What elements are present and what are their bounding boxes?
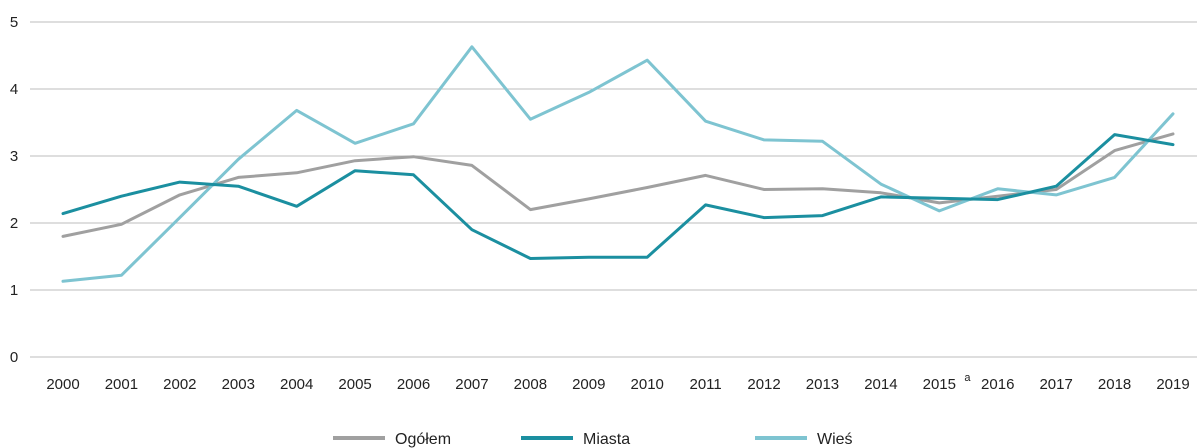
x-tick-label-2013: 2013	[806, 376, 839, 393]
y-tick-label-0: 0	[10, 349, 18, 366]
x-tick-label-2005: 2005	[338, 376, 371, 393]
x-tick-label-2000: 2000	[46, 376, 79, 393]
x-tick-label-2017: 2017	[1039, 376, 1072, 393]
y-tick-label-4: 4	[10, 81, 18, 98]
series-lines	[61, 45, 1175, 283]
x-tick-label-2019: 2019	[1156, 376, 1189, 393]
x-tick-label-2008: 2008	[514, 376, 547, 393]
x-tick-label-2007: 2007	[455, 376, 488, 393]
x-tick-label-2003: 2003	[222, 376, 255, 393]
x-tick-label-2002: 2002	[163, 376, 196, 393]
x-tick-label-2010: 2010	[631, 376, 664, 393]
x-tick-label-2004: 2004	[280, 376, 313, 393]
x-tick-superscript-2015: a	[964, 372, 971, 384]
x-axis-tick-labels: 2000 2001 2002 2003 2004 2005 2006 2007 2008 2009…	[46, 372, 1189, 393]
x-tick-label-2009: 2009	[572, 376, 605, 393]
grid-lines	[30, 21, 1197, 358]
series-line-og-em	[61, 132, 1175, 238]
x-tick-label-2016: 2016	[981, 376, 1014, 393]
x-tick-label-2018: 2018	[1098, 376, 1131, 393]
y-tick-label-2: 2	[10, 215, 18, 232]
legend-label-miasta: Miasta	[583, 431, 630, 448]
legend-label-wie: Wieś	[817, 431, 853, 448]
y-tick-label-1: 1	[10, 282, 18, 299]
legend: Ogółem Miasta Wieś	[333, 431, 853, 448]
x-tick-label-2015: 2015	[923, 376, 956, 393]
x-tick-label-2001: 2001	[105, 376, 138, 393]
series-line-wie	[61, 45, 1175, 283]
x-tick-label-2011: 2011	[689, 376, 721, 393]
y-axis-tick-labels: 0 1 2 3 4 5	[10, 14, 18, 366]
y-tick-label-5: 5	[10, 14, 18, 31]
x-tick-label-2014: 2014	[864, 376, 897, 393]
series-line-miasta	[61, 133, 1175, 260]
legend-label-og-em: Ogółem	[395, 431, 451, 448]
x-tick-label-2006: 2006	[397, 376, 430, 393]
y-tick-label-3: 3	[10, 148, 18, 165]
x-tick-label-2012: 2012	[747, 376, 780, 393]
